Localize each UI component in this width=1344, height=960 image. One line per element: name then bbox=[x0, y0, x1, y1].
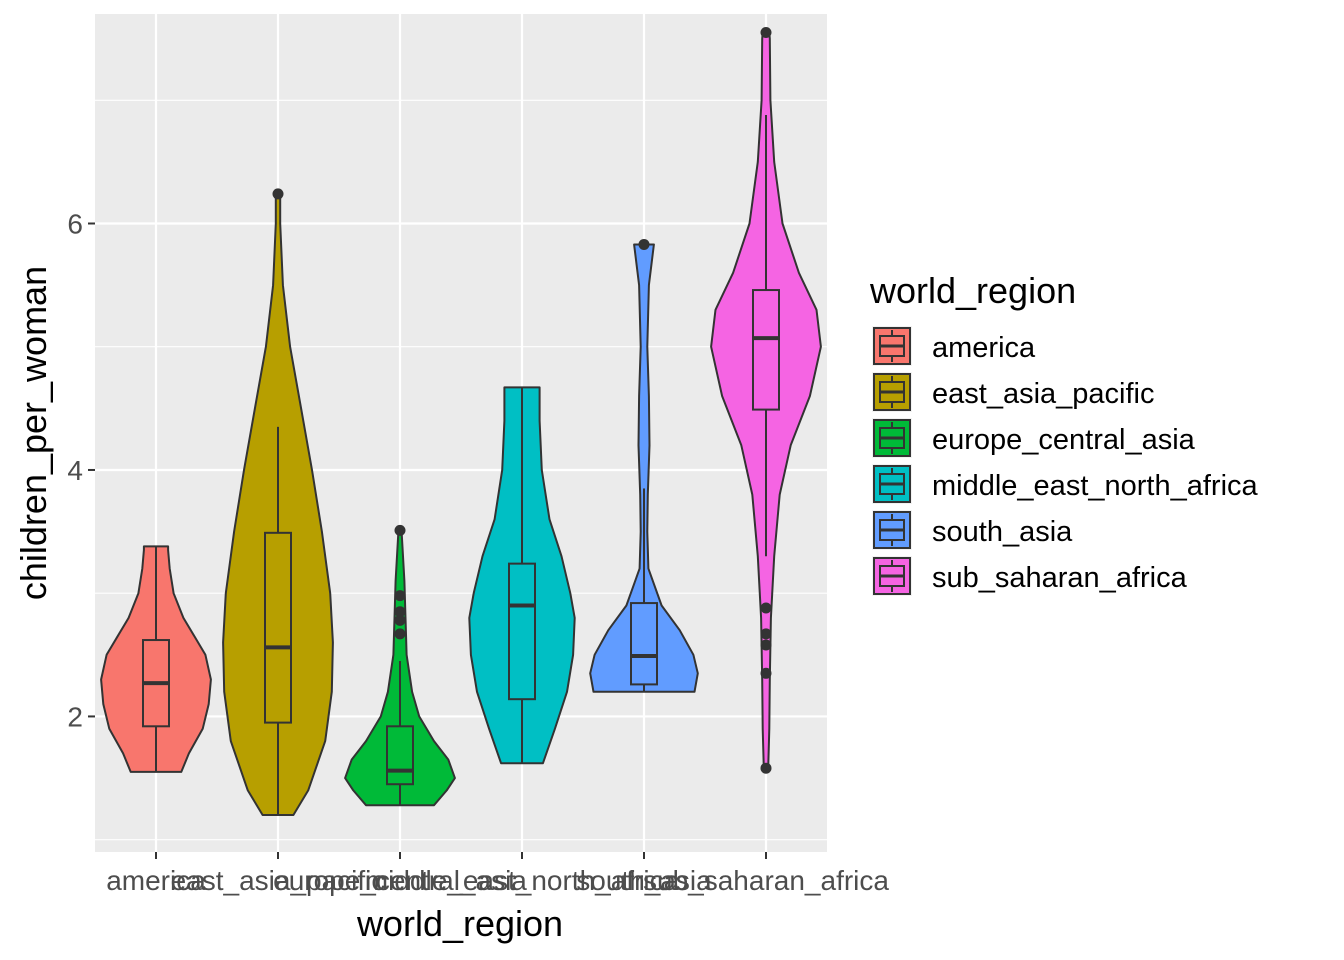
outlier-point bbox=[638, 238, 650, 250]
legend-label: east_asia_pacific bbox=[932, 378, 1154, 410]
x-tick-label: east_asia_pacific bbox=[171, 865, 386, 896]
outlier-point bbox=[394, 590, 406, 602]
legend-item-america: america bbox=[872, 326, 1036, 366]
box-body bbox=[752, 289, 780, 411]
violin-group-america bbox=[100, 545, 212, 773]
x-tick-label: europe_central_asia bbox=[273, 865, 527, 896]
y-tick-label: 2 bbox=[67, 701, 83, 732]
legend-label: sub_saharan_africa bbox=[932, 562, 1188, 594]
outlier-point bbox=[394, 628, 406, 640]
outlier-point bbox=[272, 188, 284, 200]
outlier-point bbox=[760, 602, 772, 614]
box-body bbox=[630, 602, 658, 686]
plot-panel bbox=[95, 14, 827, 852]
legend-item-east_asia_pacific: east_asia_pacific bbox=[872, 372, 1154, 412]
legend-label: south_asia bbox=[932, 516, 1073, 548]
y-tick-label: 6 bbox=[67, 209, 83, 240]
outlier-point bbox=[394, 614, 406, 626]
x-tick-label: sub_saharan_africa bbox=[643, 865, 889, 896]
legend-label: middle_east_north_africa bbox=[932, 470, 1259, 502]
box-body bbox=[264, 531, 292, 724]
x-tick-label: america bbox=[106, 865, 206, 896]
x-axis-title: world_region bbox=[356, 903, 563, 944]
box-body bbox=[386, 725, 414, 786]
outlier-point bbox=[760, 639, 772, 651]
violin-group-europe_central_asia bbox=[344, 524, 456, 807]
legend: world_region america east_asia_pacificeur… bbox=[869, 270, 1259, 596]
outlier-point bbox=[760, 667, 772, 679]
outlier-point bbox=[394, 606, 406, 618]
legend-title: world_region bbox=[869, 270, 1076, 311]
outlier-point bbox=[394, 524, 406, 536]
box-body bbox=[508, 562, 536, 701]
legend-item-middle_east_north_africa: middle_east_north_africa bbox=[872, 464, 1259, 504]
violin-group-south_asia bbox=[589, 238, 699, 693]
x-tick-label: south_asia bbox=[576, 865, 712, 896]
legend-item-sub_saharan_africa: sub_saharan_africa bbox=[872, 556, 1188, 596]
panel-background bbox=[95, 14, 827, 852]
outlier-point bbox=[760, 26, 772, 38]
plot-marks bbox=[100, 26, 822, 816]
y-tick-label: 4 bbox=[67, 455, 83, 486]
violin-group-east_asia_pacific bbox=[222, 188, 334, 816]
violin-group-sub_saharan_africa bbox=[710, 26, 822, 774]
axes: 2 4 6 americaeast_asia_pacificeurope_centra… bbox=[67, 209, 889, 897]
violin-group-middle_east_north_africa bbox=[468, 386, 576, 765]
legend-label: europe_central_asia bbox=[932, 424, 1196, 456]
legend-label: america bbox=[932, 332, 1036, 364]
outlier-point bbox=[760, 628, 772, 640]
y-axis-title: children_per_woman bbox=[13, 266, 54, 600]
outlier-point bbox=[760, 762, 772, 774]
legend-item-south_asia: south_asia bbox=[872, 510, 1073, 550]
legend-item-europe_central_asia: europe_central_asia bbox=[872, 418, 1196, 458]
violin-shape bbox=[589, 243, 699, 693]
x-tick-label: middle_east_north_africa bbox=[365, 865, 680, 896]
